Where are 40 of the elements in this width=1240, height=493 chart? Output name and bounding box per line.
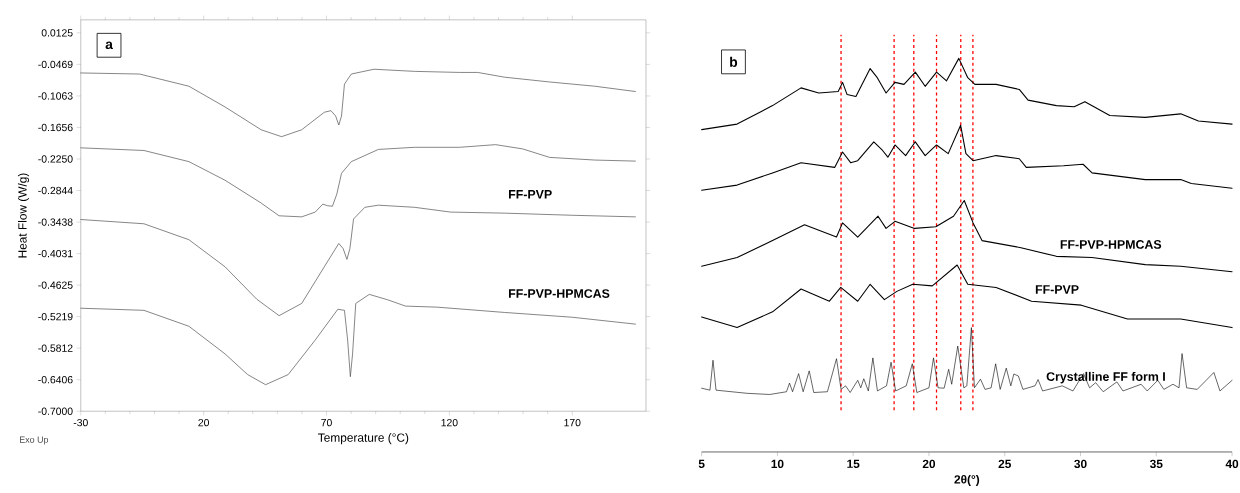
y-axis-title: Heat Flow (W/g) bbox=[17, 173, 30, 258]
x-tick-label: 5 bbox=[698, 459, 705, 469]
series-label: FF-PVP bbox=[1035, 285, 1079, 294]
y-tick-label: -0.1656 bbox=[38, 123, 73, 132]
y-tick-label: -0.4625 bbox=[38, 281, 73, 289]
y-tick-label: -0.2844 bbox=[38, 187, 73, 195]
x-tick-label: 20 bbox=[198, 419, 210, 427]
x-tick-label: 170 bbox=[564, 419, 581, 427]
series-label: FF-PVP-HPMCAS bbox=[509, 289, 610, 299]
annotation: a bbox=[105, 41, 113, 50]
y-tick-label: -0.4031 bbox=[38, 250, 73, 258]
x-tick-label: 120 bbox=[441, 419, 458, 427]
x-axis-title: Temperature (°C) bbox=[318, 433, 409, 445]
x-tick-label: 30 bbox=[1074, 459, 1087, 469]
line-series bbox=[80, 69, 636, 138]
line-series bbox=[80, 144, 636, 218]
annotation: b bbox=[730, 56, 738, 68]
x-tick-label: 25 bbox=[998, 459, 1011, 469]
y-tick-label: 0.0125 bbox=[41, 29, 73, 37]
y-tick-label: -0.1063 bbox=[38, 92, 73, 100]
y-tick-label: -0.6406 bbox=[38, 376, 73, 384]
y-tick-label: -0.0469 bbox=[38, 60, 73, 69]
series-label: Crystalline FF form I bbox=[1046, 372, 1165, 384]
x-tick-label: 10 bbox=[771, 459, 784, 469]
y-tick-label: -0.2250 bbox=[38, 155, 73, 163]
x-tick-label: -30 bbox=[73, 419, 88, 427]
x-tick-label: 15 bbox=[847, 459, 860, 469]
x-tick-label: 40 bbox=[1225, 459, 1239, 469]
y-tick-label: -0.7000 bbox=[38, 407, 73, 416]
x-tick-label: 20 bbox=[922, 459, 936, 469]
x-axis-title: 2θ(°) bbox=[954, 475, 980, 487]
series-label: FF-PVP bbox=[509, 190, 552, 199]
y-tick-label: -0.5812 bbox=[38, 344, 73, 352]
y-tick-label: -0.5219 bbox=[38, 313, 73, 321]
x-tick-label: 70 bbox=[321, 419, 332, 427]
text: Exo Up bbox=[20, 436, 49, 445]
line-series bbox=[80, 204, 636, 317]
y-tick-label: -0.3438 bbox=[38, 218, 73, 226]
x-tick-label: 35 bbox=[1149, 459, 1163, 469]
series-label: FF-PVP-HPMCAS bbox=[1060, 240, 1162, 249]
